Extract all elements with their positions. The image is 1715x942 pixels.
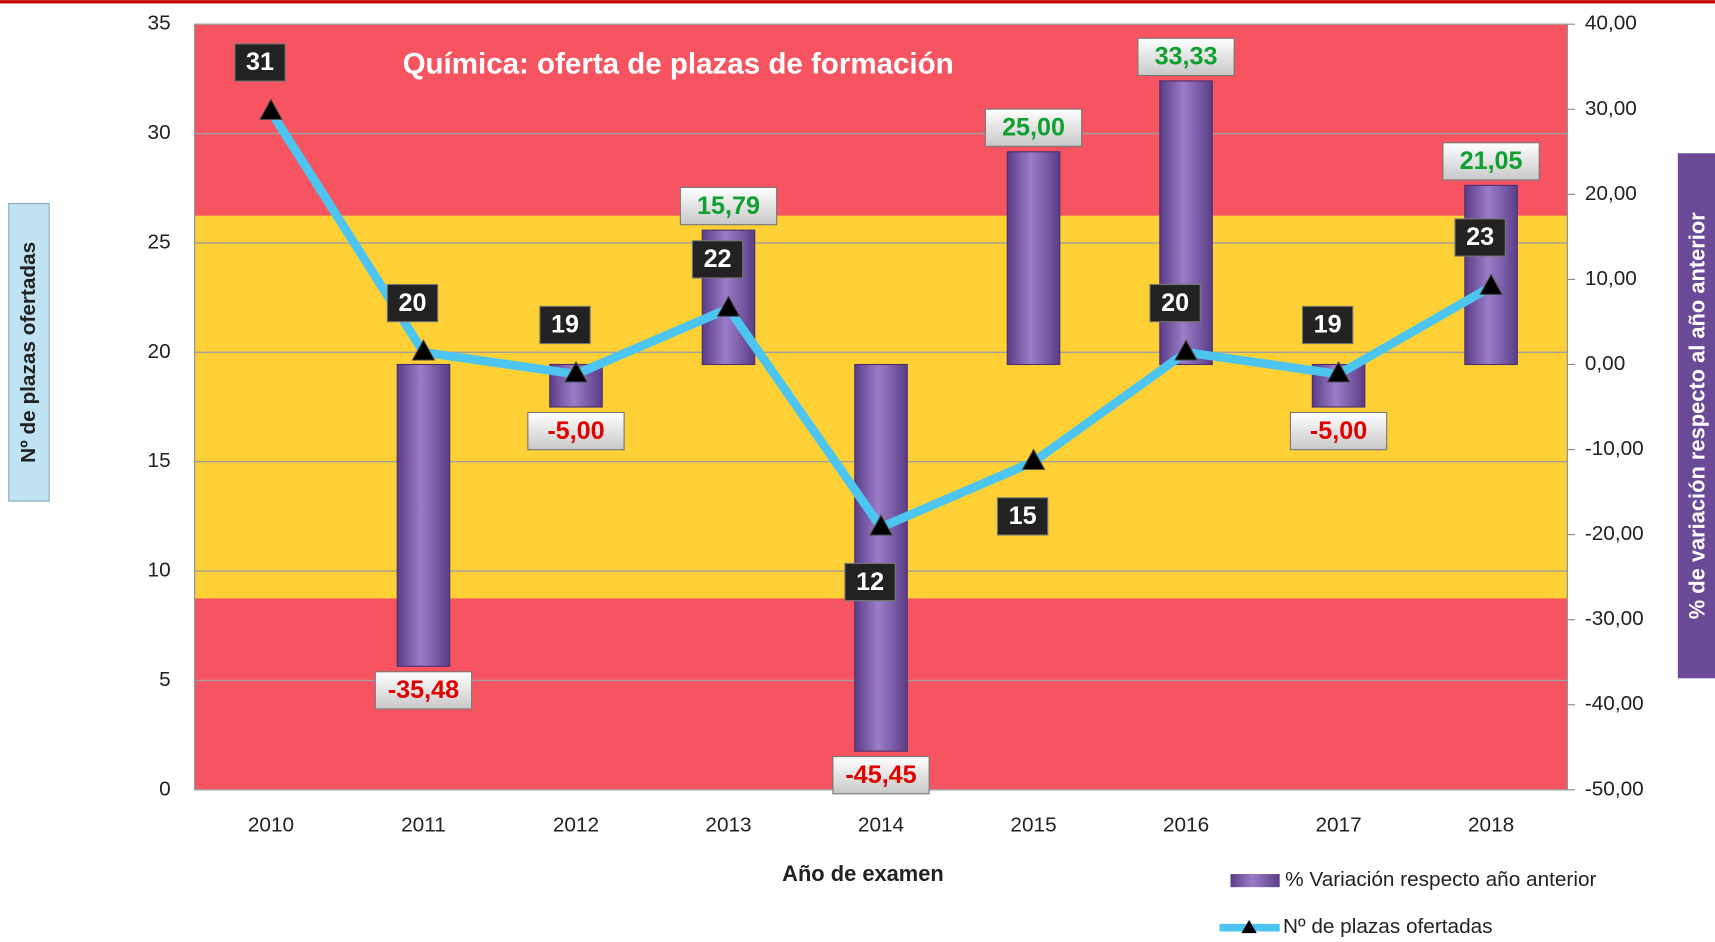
bar [396, 363, 451, 667]
y-axis-title: Nº de plazas ofertadas [17, 242, 40, 463]
marker [564, 361, 588, 383]
data-label-box [1289, 411, 1388, 451]
data-label: 22 [704, 245, 732, 273]
x-tick-label: 2012 [553, 813, 599, 836]
y2-tick-label: -40,00 [1585, 692, 1644, 715]
data-label-box [691, 240, 744, 279]
marker [1326, 361, 1351, 383]
y-axis-title-box [8, 203, 50, 502]
data-label: -5,00 [547, 417, 604, 445]
data-label: 25,00 [1002, 113, 1065, 141]
top-rule [0, 0, 1715, 4]
data-label: 19 [1314, 311, 1342, 339]
y-tick-label: 35 [148, 12, 171, 35]
y-tick-label: 30 [148, 121, 171, 144]
data-label-box [1149, 283, 1201, 323]
data-label: 33,33 [1155, 43, 1218, 71]
y2-tick-label: -20,00 [1585, 522, 1644, 545]
data-label-box [1137, 37, 1235, 77]
data-label: 19 [551, 311, 579, 339]
data-label: 15 [1009, 502, 1037, 530]
data-label-box [996, 497, 1049, 536]
x-tick-label: 2018 [1468, 813, 1514, 836]
legend-swatch-bar [1230, 874, 1280, 888]
y-tick-label: 10 [148, 559, 171, 582]
bar [1006, 151, 1061, 366]
bar [854, 363, 908, 752]
data-label: -45,45 [845, 761, 916, 789]
y2-tick-label: 0,00 [1585, 352, 1625, 375]
marker [716, 295, 741, 317]
x-tick-label: 2015 [1010, 813, 1056, 836]
y2-axis-title-box [1677, 153, 1715, 679]
y-tick-label: 20 [148, 340, 171, 363]
data-label-box [539, 305, 591, 345]
y2-tick-label: -10,00 [1585, 437, 1644, 460]
marker [869, 514, 893, 536]
y2-tick-label: 10,00 [1585, 267, 1637, 290]
legend-label: Nº de plazas ofertadas [1283, 915, 1493, 938]
data-label-box [679, 186, 778, 226]
data-label-box [374, 671, 473, 710]
y-tick-label: 5 [159, 668, 171, 691]
data-label-box [984, 108, 1083, 147]
y2-tick-label: -30,00 [1585, 607, 1644, 630]
data-label: -5,00 [1310, 417, 1367, 445]
y2-axis-title: % de variación respecto al año anterior [1684, 212, 1709, 619]
data-label: 20 [1161, 289, 1189, 317]
legend-label: % Variación respecto año anterior [1285, 868, 1596, 891]
y2-tick-label: 30,00 [1585, 97, 1637, 120]
y-tick-label: 0 [159, 777, 171, 800]
data-label: 23 [1466, 223, 1494, 251]
data-label: -35,48 [388, 676, 459, 704]
x-tick-label: 2013 [705, 813, 751, 836]
marker [259, 98, 283, 120]
data-label: 20 [399, 289, 427, 317]
marker [1479, 273, 1503, 295]
x-tick-label: 2017 [1315, 813, 1361, 836]
y2-tick-label: 40,00 [1585, 12, 1637, 35]
data-label: 31 [246, 48, 274, 76]
data-label-box [1301, 305, 1354, 345]
legend: % Variación respecto año anterior Nº de … [1219, 868, 1597, 938]
x-tick-label: 2010 [248, 813, 294, 836]
x-tick-label: 2016 [1163, 813, 1209, 836]
legend-swatch-marker [1241, 919, 1257, 934]
chart-title: Química: oferta de plazas de formación [403, 48, 954, 81]
x-axis-title: Año de examen [782, 861, 944, 886]
data-label-box [844, 562, 896, 602]
y-tick-label: 15 [148, 449, 171, 472]
data-label: 21,05 [1460, 147, 1523, 175]
x-tick-label: 2011 [401, 813, 446, 836]
data-label: 12 [856, 568, 884, 596]
data-label-box [1442, 142, 1540, 181]
data-label-box [832, 756, 930, 795]
data-label-box [1454, 218, 1506, 257]
data-label: 15,79 [697, 192, 760, 220]
y2-tick-label: -50,00 [1585, 777, 1644, 800]
data-label-box [234, 43, 286, 82]
marker [1021, 448, 1046, 470]
x-tick-label: 2014 [858, 813, 904, 836]
marker [411, 339, 436, 361]
data-label-box [527, 411, 625, 451]
plot: -35,48 -5,00 15,79 -45,45 25,00 33,33 -5,00 21,… [194, 23, 1568, 795]
marker [1174, 339, 1198, 361]
y-tick-label: 25 [148, 230, 171, 253]
data-label-box [386, 283, 439, 323]
y2-tick-label: 20,00 [1585, 182, 1637, 205]
